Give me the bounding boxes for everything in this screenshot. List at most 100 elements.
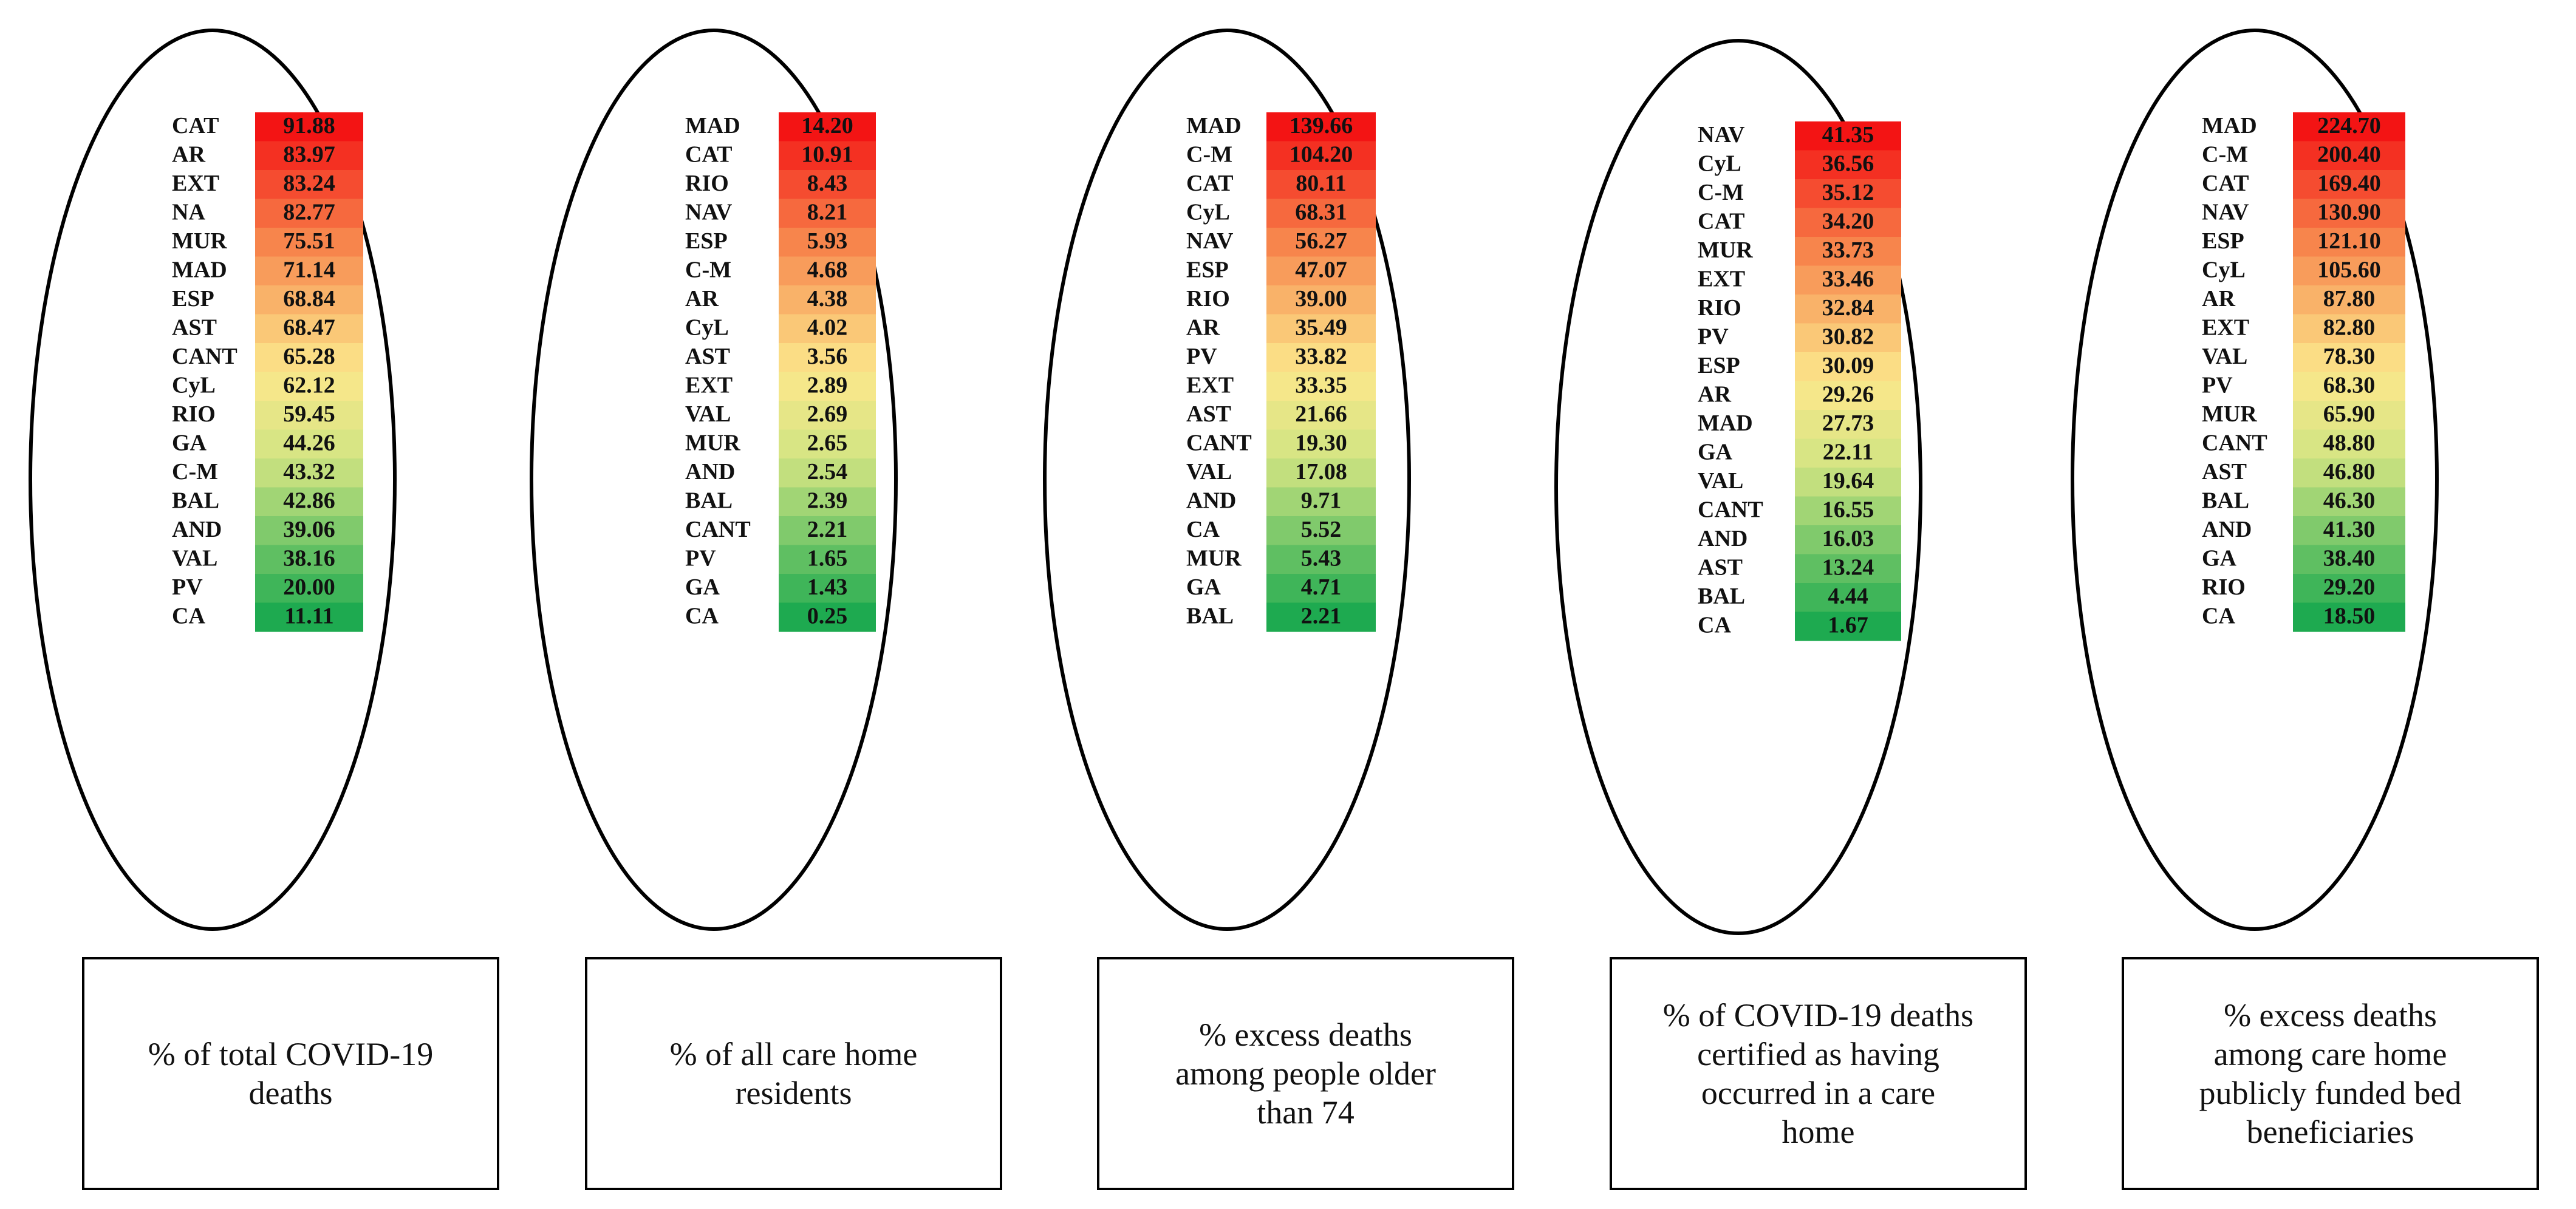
value-label: 33.46 (1822, 267, 1874, 292)
value-label: 11.11 (284, 604, 333, 629)
region-code: GA (1186, 574, 1221, 600)
value-cell (1266, 429, 1376, 459)
value-label: 32.84 (1822, 295, 1874, 321)
value-cell (2293, 545, 2405, 574)
value-cell (1266, 112, 1376, 142)
value-label: 59.45 (283, 401, 335, 427)
value-cell (1795, 208, 1901, 237)
value-label: 20.00 (283, 574, 335, 600)
value-cell (255, 170, 363, 200)
value-cell (2293, 112, 2405, 142)
value-label: 17.08 (1295, 459, 1347, 485)
value-cell (2293, 285, 2405, 315)
value-cell (2293, 343, 2405, 373)
region-code: MAD (1186, 113, 1242, 138)
panel-4: NAV 41.35 CyL 36.56 C-M 35.12 CAT 34.20 MUR 33.73… (1554, 39, 2027, 1190)
value-label: 35.49 (1295, 315, 1347, 341)
value-label: 35.12 (1822, 180, 1874, 205)
value-cell (2293, 602, 2405, 632)
value-cell (779, 372, 876, 401)
value-cell (1795, 525, 1901, 555)
value-cell (779, 228, 876, 257)
value-cell (2293, 170, 2405, 200)
value-label: 105.60 (2317, 257, 2381, 283)
region-code: PV (1186, 344, 1217, 369)
region-code: CA (1186, 517, 1220, 542)
value-label: 41.30 (2323, 517, 2376, 542)
value-label: 82.80 (2323, 315, 2376, 341)
region-code: CAT (2202, 171, 2249, 196)
value-cell (255, 256, 363, 286)
panel-5: MAD 224.70 C-M 200.40 CAT 169.40 NAV 130.90 ESP 1… (2071, 29, 2539, 1190)
region-code: AST (685, 344, 730, 369)
region-code: VAL (1186, 459, 1232, 485)
value-label: 0.25 (807, 604, 848, 629)
panel-ellipse (29, 29, 397, 931)
value-cell (255, 285, 363, 315)
value-label: 224.70 (2317, 113, 2381, 138)
value-label: 27.73 (1822, 410, 1874, 436)
value-cell (1795, 150, 1901, 180)
value-label: 48.80 (2323, 431, 2376, 456)
value-cell (2293, 256, 2405, 286)
value-label: 10.91 (801, 142, 853, 168)
region-code: AND (1698, 526, 1748, 551)
region-code: AST (172, 315, 217, 341)
region-code: VAL (685, 401, 731, 427)
value-label: 91.88 (283, 113, 335, 138)
region-code: EXT (172, 171, 219, 196)
value-label: 5.93 (807, 228, 848, 254)
value-cell (255, 228, 363, 257)
region-code: AST (1186, 401, 1231, 427)
value-label: 2.21 (807, 517, 848, 542)
value-label: 42.86 (283, 488, 335, 514)
value-label: 68.84 (283, 286, 335, 312)
caption-line: certified as having (1697, 1036, 1939, 1072)
panel-ellipse (1043, 29, 1411, 931)
value-cell (1266, 487, 1376, 517)
value-label: 21.66 (1295, 401, 1347, 427)
region-code: NAV (685, 200, 733, 225)
region-code: EXT (1698, 267, 1745, 292)
region-code: GA (685, 574, 720, 600)
region-code: GA (1698, 440, 1733, 465)
region-code: RIO (172, 401, 216, 427)
value-label: 83.97 (283, 142, 335, 168)
value-label: 75.51 (283, 228, 335, 254)
value-label: 2.39 (807, 488, 848, 514)
region-code: C-M (1186, 142, 1232, 168)
value-cell (1266, 141, 1376, 171)
panel-2: MAD 14.20 CAT 10.91 RIO 8.43 NAV 8.21 ESP 5.93 C-M… (530, 29, 1002, 1190)
region-code: VAL (2202, 344, 2247, 369)
caption-line: deaths (249, 1075, 333, 1111)
value-label: 68.31 (1295, 200, 1347, 225)
value-label: 33.35 (1295, 373, 1347, 398)
region-code: CyL (685, 315, 729, 341)
value-label: 4.02 (807, 315, 848, 341)
caption-line: among care home (2214, 1036, 2447, 1072)
region-code: CA (685, 604, 719, 629)
value-label: 16.55 (1822, 497, 1874, 523)
value-label: 68.30 (2323, 373, 2376, 398)
value-cell (779, 256, 876, 286)
region-code: CyL (2202, 257, 2246, 283)
value-cell (2293, 401, 2405, 431)
region-code: CA (172, 604, 205, 629)
region-code: AND (685, 459, 735, 485)
value-cell (1795, 583, 1901, 613)
caption-box (2122, 957, 2539, 1190)
region-code: MAD (1698, 410, 1753, 436)
value-cell (1266, 372, 1376, 401)
value-label: 2.65 (807, 431, 848, 456)
value-label: 38.16 (283, 546, 335, 571)
value-label: 62.12 (283, 373, 335, 398)
value-label: 130.90 (2317, 200, 2381, 225)
value-cell (2293, 314, 2405, 344)
value-label: 78.30 (2323, 344, 2376, 369)
caption-line: % excess deaths (1199, 1017, 1412, 1053)
value-label: 14.20 (801, 113, 853, 138)
region-code: AR (685, 286, 719, 312)
region-code: NAV (2202, 200, 2249, 225)
value-cell (255, 199, 363, 228)
region-code: CANT (172, 344, 237, 369)
